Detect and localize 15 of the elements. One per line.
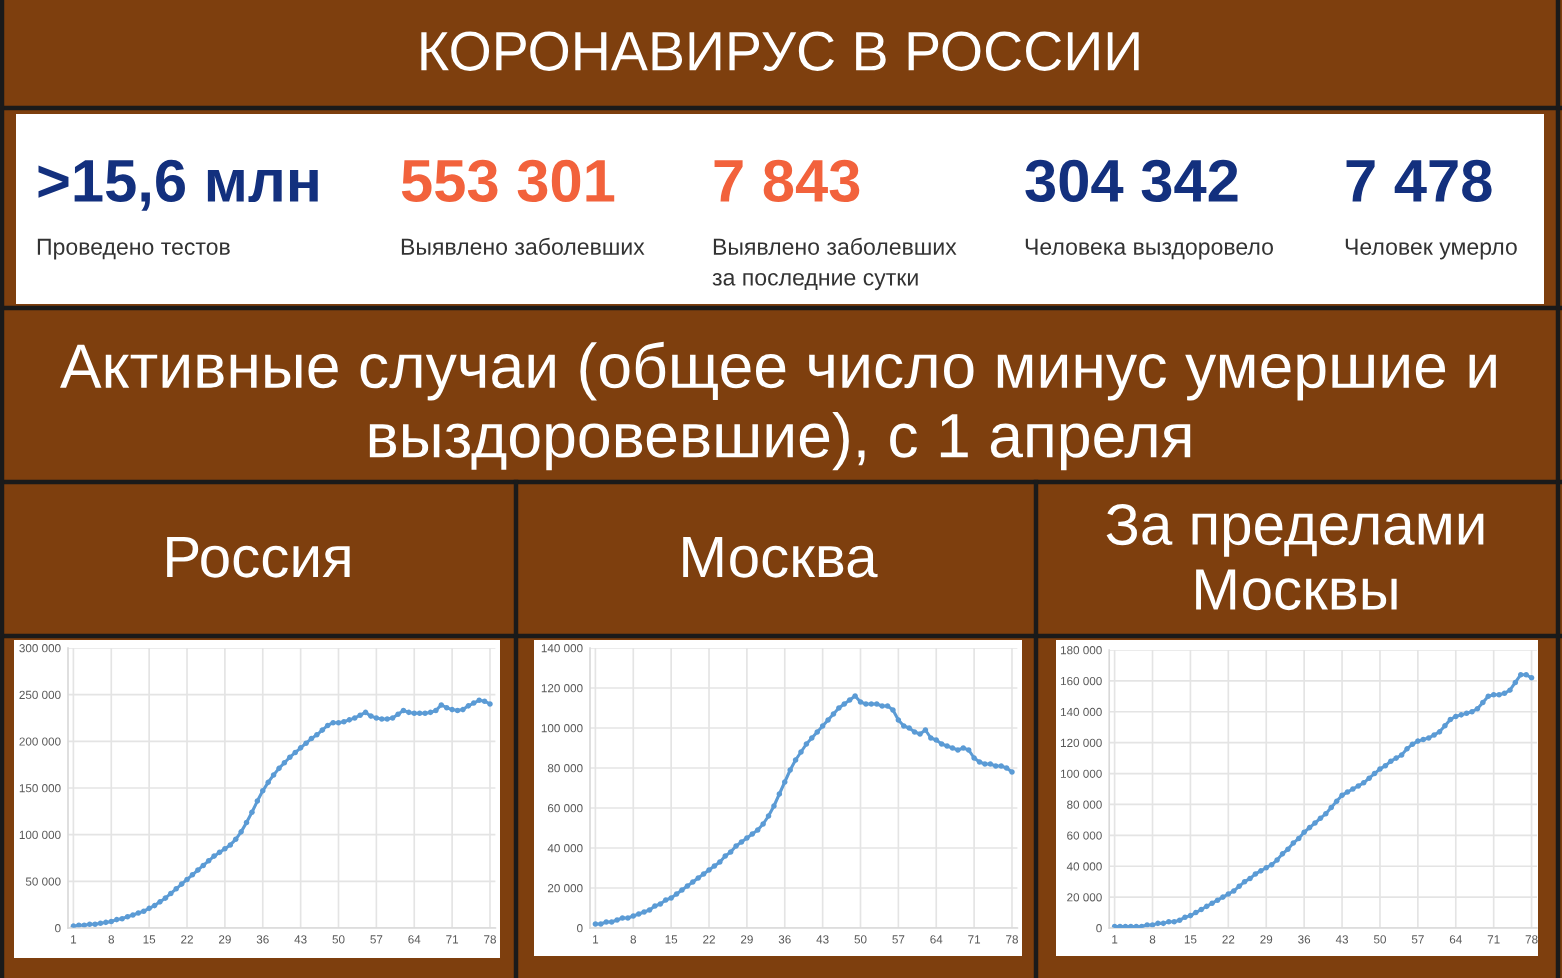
- text: 553 301: [401, 159, 615, 203]
- text: Проведено тестов: [37, 238, 230, 260]
- text: 7 843: [714, 159, 860, 203]
- text: Человека выздоровело: [1025, 238, 1273, 260]
- text: >15,6 млн: [38, 159, 318, 211]
- text: Выявлено заболевших за последние сутки: [712, 237, 957, 291]
- chart-title: Россия: [167, 536, 350, 578]
- text: Активные случаи (общее число минус умершие и выздоровевшие), с 1 апреля: [60, 341, 1496, 471]
- text: Человек умерло: [1345, 238, 1517, 260]
- chart-title: Москва: [683, 536, 878, 578]
- chart-title: За пределами Москвы: [1106, 503, 1484, 611]
- text: КОРОНАВИРУС В РОССИИ: [421, 31, 1139, 71]
- text: Выявлено заболевших: [401, 237, 645, 255]
- text: 304 342: [1025, 159, 1238, 203]
- text: 7 478: [1346, 159, 1492, 203]
